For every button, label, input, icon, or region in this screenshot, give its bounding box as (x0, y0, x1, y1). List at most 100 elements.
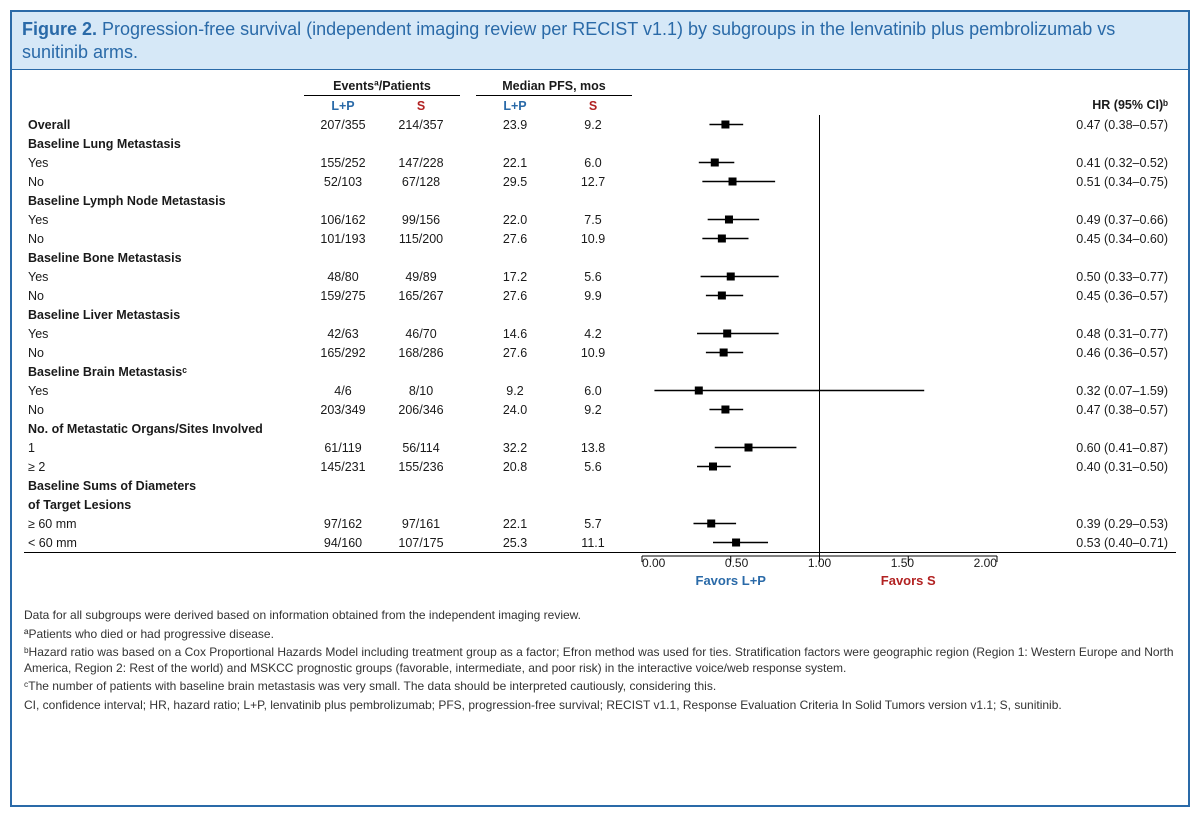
s-median: 10.9 (554, 229, 632, 248)
footnote-c: ᶜThe number of patients with baseline br… (24, 679, 1176, 695)
s-events: 99/156 (382, 210, 460, 229)
table-row: < 60 mm94/160107/17525.311.1 0.53 (0.40–… (24, 533, 1176, 553)
s-events: 49/89 (382, 267, 460, 286)
lp-median: 27.6 (476, 286, 554, 305)
lp-events: 42/63 (304, 324, 382, 343)
row-label: Yes (24, 153, 304, 172)
row-label: Yes (24, 210, 304, 229)
figure-title-bar: Figure 2. Progression-free survival (ind… (12, 12, 1188, 70)
forest-plot-cell (642, 514, 997, 533)
lp-events: 207/355 (304, 115, 382, 134)
lp-median: 23.9 (476, 115, 554, 134)
lp-median: 25.3 (476, 533, 554, 553)
s-events: 168/286 (382, 343, 460, 362)
table-row: Yes106/16299/15622.07.5 0.49 (0.37–0.66) (24, 210, 1176, 229)
forest-plot-cell (642, 210, 997, 229)
header-s-2: S (554, 96, 632, 116)
lp-median: 32.2 (476, 438, 554, 457)
lp-median: 22.0 (476, 210, 554, 229)
table-row: Yes42/6346/7014.64.2 0.48 (0.31–0.77) (24, 324, 1176, 343)
table-row: Yes48/8049/89 17.25.6 0.50 (0.33–0.77) (24, 267, 1176, 286)
s-events: 8/10 (382, 381, 460, 400)
table-row: 161/11956/11432.213.8 0.60 (0.41–0.87) (24, 438, 1176, 457)
s-median: 7.5 (554, 210, 632, 229)
subgroup-header: Baseline Lung Metastasis (24, 134, 1176, 153)
footnotes: Data for all subgroups were derived base… (24, 605, 1176, 717)
table-row: No52/10367/12829.512.7 0.51 (0.34–0.75) (24, 172, 1176, 191)
subgroup-label: Baseline Lung Metastasis (24, 134, 304, 153)
row-label: Yes (24, 267, 304, 286)
forest-plot-cell (642, 267, 997, 286)
hr-ci-value: 0.39 (0.29–0.53) (997, 514, 1176, 533)
s-events: 206/346 (382, 400, 460, 419)
row-label: No (24, 172, 304, 191)
s-median: 6.0 (554, 381, 632, 400)
hr-ci-value: 0.50 (0.33–0.77) (997, 267, 1176, 286)
row-label: Yes (24, 324, 304, 343)
table-row: Overall207/355214/35723.99.2 0.47 (0.38–… (24, 115, 1176, 134)
hr-ci-value: 0.41 (0.32–0.52) (997, 153, 1176, 172)
lp-events: 101/193 (304, 229, 382, 248)
lp-events: 145/231 (304, 457, 382, 476)
hr-ci-value: 0.51 (0.34–0.75) (997, 172, 1176, 191)
s-events: 165/267 (382, 286, 460, 305)
s-median: 4.2 (554, 324, 632, 343)
axis-row: 0.000.501.001.502.00Favors L+PFavors S (24, 553, 1176, 600)
header-s-1: S (382, 96, 460, 116)
footnote-a: ªPatients who died or had progressive di… (24, 627, 1176, 643)
forest-plot-cell (642, 286, 997, 305)
favors-lp-label: Favors L+P (642, 573, 820, 590)
hr-ci-value: 0.40 (0.31–0.50) (997, 457, 1176, 476)
forest-plot-cell (642, 134, 997, 153)
lp-median: 17.2 (476, 267, 554, 286)
forest-plot-cell (642, 172, 997, 191)
s-events: 107/175 (382, 533, 460, 553)
favors-s-label: Favors S (820, 573, 998, 590)
lp-events: 48/80 (304, 267, 382, 286)
subgroup-label: Baseline Sums of Diameters (24, 476, 304, 495)
s-events: 115/200 (382, 229, 460, 248)
subgroup-label: Baseline Brain Metastasisᶜ (24, 362, 304, 381)
table-row: No203/349206/34624.09.2 0.47 (0.38–0.57) (24, 400, 1176, 419)
lp-median: 27.6 (476, 343, 554, 362)
subgroup-header: No. of Metastatic Organs/Sites Involved (24, 419, 1176, 438)
footnote-b: ᵇHazard ratio was based on a Cox Proport… (24, 645, 1176, 676)
s-median: 13.8 (554, 438, 632, 457)
s-median: 11.1 (554, 533, 632, 553)
lp-events: 159/275 (304, 286, 382, 305)
lp-median: 27.6 (476, 229, 554, 248)
figure-container: Figure 2. Progression-free survival (ind… (10, 10, 1190, 807)
forest-plot-cell (642, 343, 997, 362)
hr-ci-value: 0.48 (0.31–0.77) (997, 324, 1176, 343)
footnote-abbr: CI, confidence interval; HR, hazard rati… (24, 698, 1176, 714)
s-median: 5.6 (554, 267, 632, 286)
s-events: 147/228 (382, 153, 460, 172)
header-lp-2: L+P (476, 96, 554, 116)
subgroup-label: Baseline Bone Metastasis (24, 248, 304, 267)
forest-plot-cell (642, 438, 997, 457)
table-row: No101/193115/20027.610.9 0.45 (0.34–0.60… (24, 229, 1176, 248)
table-row: ≥ 60 mm97/16297/16122.15.7 0.39 (0.29–0.… (24, 514, 1176, 533)
forest-plot-cell (642, 153, 997, 172)
subgroup-header: Baseline Liver Metastasis (24, 305, 1176, 324)
figure-content: Eventsª/Patients Median PFS, mos L+P S L… (12, 70, 1188, 805)
s-median: 9.9 (554, 286, 632, 305)
s-median: 12.7 (554, 172, 632, 191)
row-label: No (24, 343, 304, 362)
subgroup-label: No. of Metastatic Organs/Sites Involved (24, 419, 304, 438)
subgroup-header: Baseline Sums of Diameters (24, 476, 1176, 495)
row-label: 1 (24, 438, 304, 457)
lp-events: 97/162 (304, 514, 382, 533)
forest-plot-cell (642, 324, 997, 343)
forest-plot-cell (642, 362, 997, 381)
hr-ci-value: 0.53 (0.40–0.71) (997, 533, 1176, 553)
forest-plot-cell (642, 229, 997, 248)
forest-plot-cell (642, 457, 997, 476)
header-row-2: L+P S L+P S HR (95% CI)ᵇ (24, 96, 1176, 116)
forest-plot-cell (642, 248, 997, 267)
s-median: 6.0 (554, 153, 632, 172)
forest-plot-cell (642, 115, 997, 134)
lp-events: 61/119 (304, 438, 382, 457)
header-hr-ci: HR (95% CI)ᵇ (997, 96, 1176, 116)
header-lp-1: L+P (304, 96, 382, 116)
